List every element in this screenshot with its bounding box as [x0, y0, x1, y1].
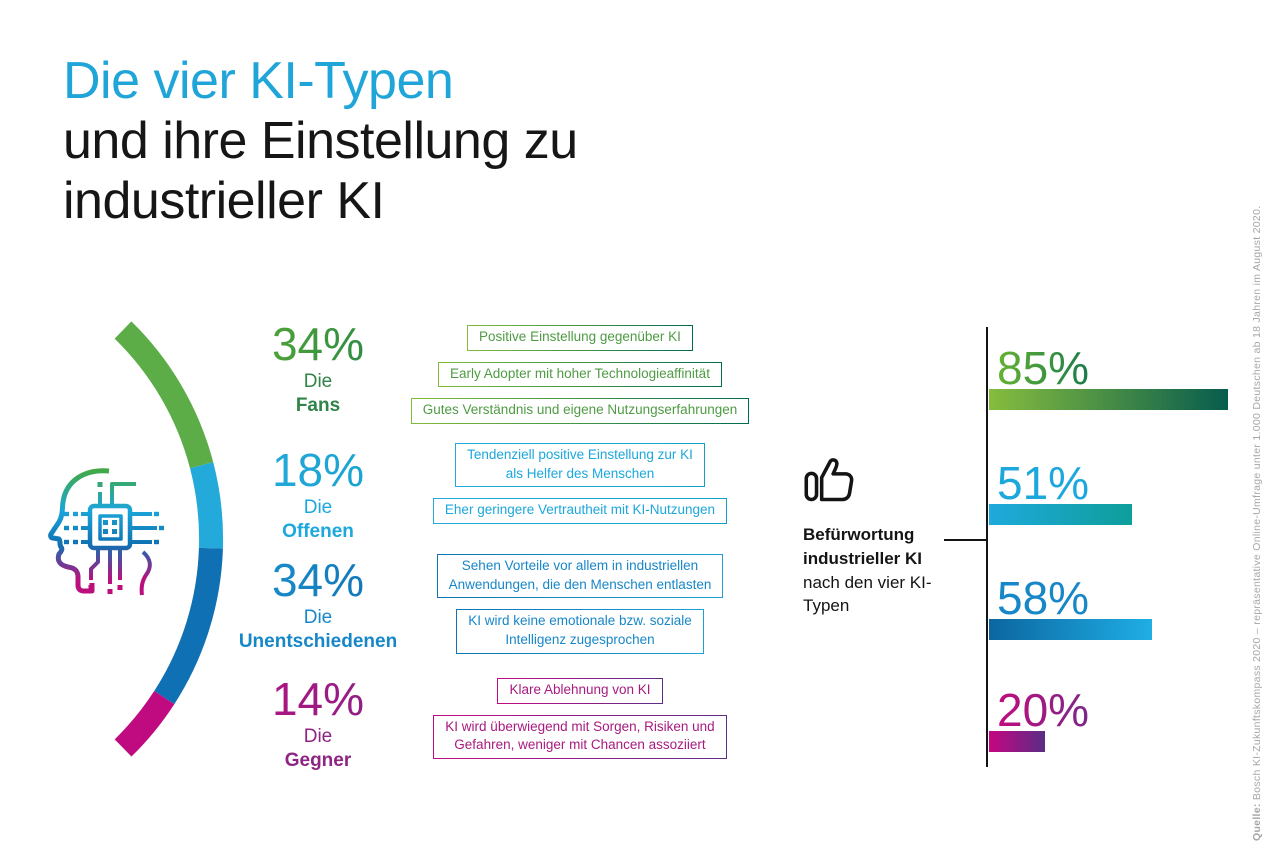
group-gegner-attributes: Klare Ablehnung von KI KI wird überwiege…: [378, 678, 782, 770]
source-label: Quelle:: [1251, 803, 1263, 841]
source-note: Quelle: Bosch KI-Zukunftskompass 2020 – …: [1251, 206, 1263, 841]
bar-chart-axis: [986, 327, 988, 767]
group-gegner-percent: 14%: [203, 676, 433, 723]
group-offene-article: Die: [303, 496, 333, 518]
bar-unentschiedene: [989, 619, 1152, 640]
title-line-3: industrieller KI: [63, 171, 385, 230]
group-unentschiedene-name: Unentschiedenen: [238, 630, 398, 652]
source-text: Bosch KI-Zukunftskompass 2020 – repräsen…: [1251, 205, 1263, 804]
group-unentschiedene: 34% Die Unentschiedenen: [203, 557, 433, 653]
thumbs-up-icon: [804, 458, 854, 502]
attribute-box: Sehen Vorteile vor allem in industrielle…: [436, 554, 724, 599]
attribute-box: Tendenziell positive Einstellung zur KI …: [455, 443, 705, 488]
group-gegner-name: Gegner: [284, 749, 352, 771]
arc-segment-unentschiedene: [114, 321, 223, 757]
attribute-box: Gutes Verständnis und eigene Nutzungserf…: [410, 398, 750, 424]
attribute-box: Eher geringere Vertrautheit mit KI-Nutzu…: [432, 498, 728, 524]
bar-chart-caption: Befürwortung industrieller KI nach den v…: [803, 523, 955, 618]
group-offene: 18% Die Offenen: [203, 447, 433, 543]
bar-fans: [989, 389, 1228, 410]
group-fans-name: Fans: [295, 394, 341, 416]
group-offene-attributes: Tendenziell positive Einstellung zur KI …: [378, 443, 782, 535]
group-gegner-article: Die: [303, 725, 333, 747]
attribute-box: Klare Ablehnung von KI: [497, 678, 663, 704]
ki-types-share-arc: [114, 321, 223, 757]
attribute-box: Early Adopter mit hoher Technologieaffin…: [438, 361, 722, 388]
group-offene-percent: 18%: [203, 447, 433, 494]
head-circuit-icon: [48, 321, 223, 757]
attribute-box: KI wird keine emotionale bzw. soziale In…: [456, 609, 704, 654]
head-profile-chip: [48, 468, 164, 596]
group-unentschiedene-article: Die: [303, 606, 333, 628]
bar-offene: [989, 504, 1132, 525]
bar-gegner: [989, 731, 1045, 752]
attribute-box: Positive Einstellung gegenüber KI: [467, 325, 693, 351]
group-unentschiedene-attributes: Sehen Vorteile vor allem in industrielle…: [378, 554, 782, 665]
arc-segment-fans: [114, 321, 223, 757]
bar-label-fans: 85%: [997, 342, 1090, 394]
group-unentschiedene-percent: 34%: [203, 557, 433, 604]
group-fans-attributes: Positive Einstellung gegenüber KI Early …: [378, 325, 782, 435]
caption-bold: Befürwortung industrieller KI: [803, 525, 923, 568]
group-fans-article: Die: [303, 370, 333, 392]
title-line-accent: Die vier KI-Typen: [63, 52, 454, 110]
caption-connector-line: [944, 539, 988, 541]
page-title: Die vier KI-Typen und ihre Einstellung z…: [63, 52, 578, 231]
arc-segment-offene: [114, 321, 223, 757]
group-fans-percent: 34%: [203, 321, 433, 368]
group-fans: 34% Die Fans: [203, 321, 433, 417]
attribute-box: KI wird überwiegend mit Sorgen, Risiken …: [433, 714, 727, 759]
caption-regular: nach den vier KI-Typen: [803, 572, 932, 616]
bar-label-unentschiedene: 58%: [997, 572, 1090, 624]
group-gegner: 14% Die Gegner: [203, 676, 433, 772]
bar-label-offene: 51%: [997, 457, 1090, 509]
group-offene-name: Offenen: [282, 520, 354, 542]
bar-label-gegner: 20%: [997, 684, 1090, 736]
title-line-2: und ihre Einstellung zu: [63, 111, 578, 170]
